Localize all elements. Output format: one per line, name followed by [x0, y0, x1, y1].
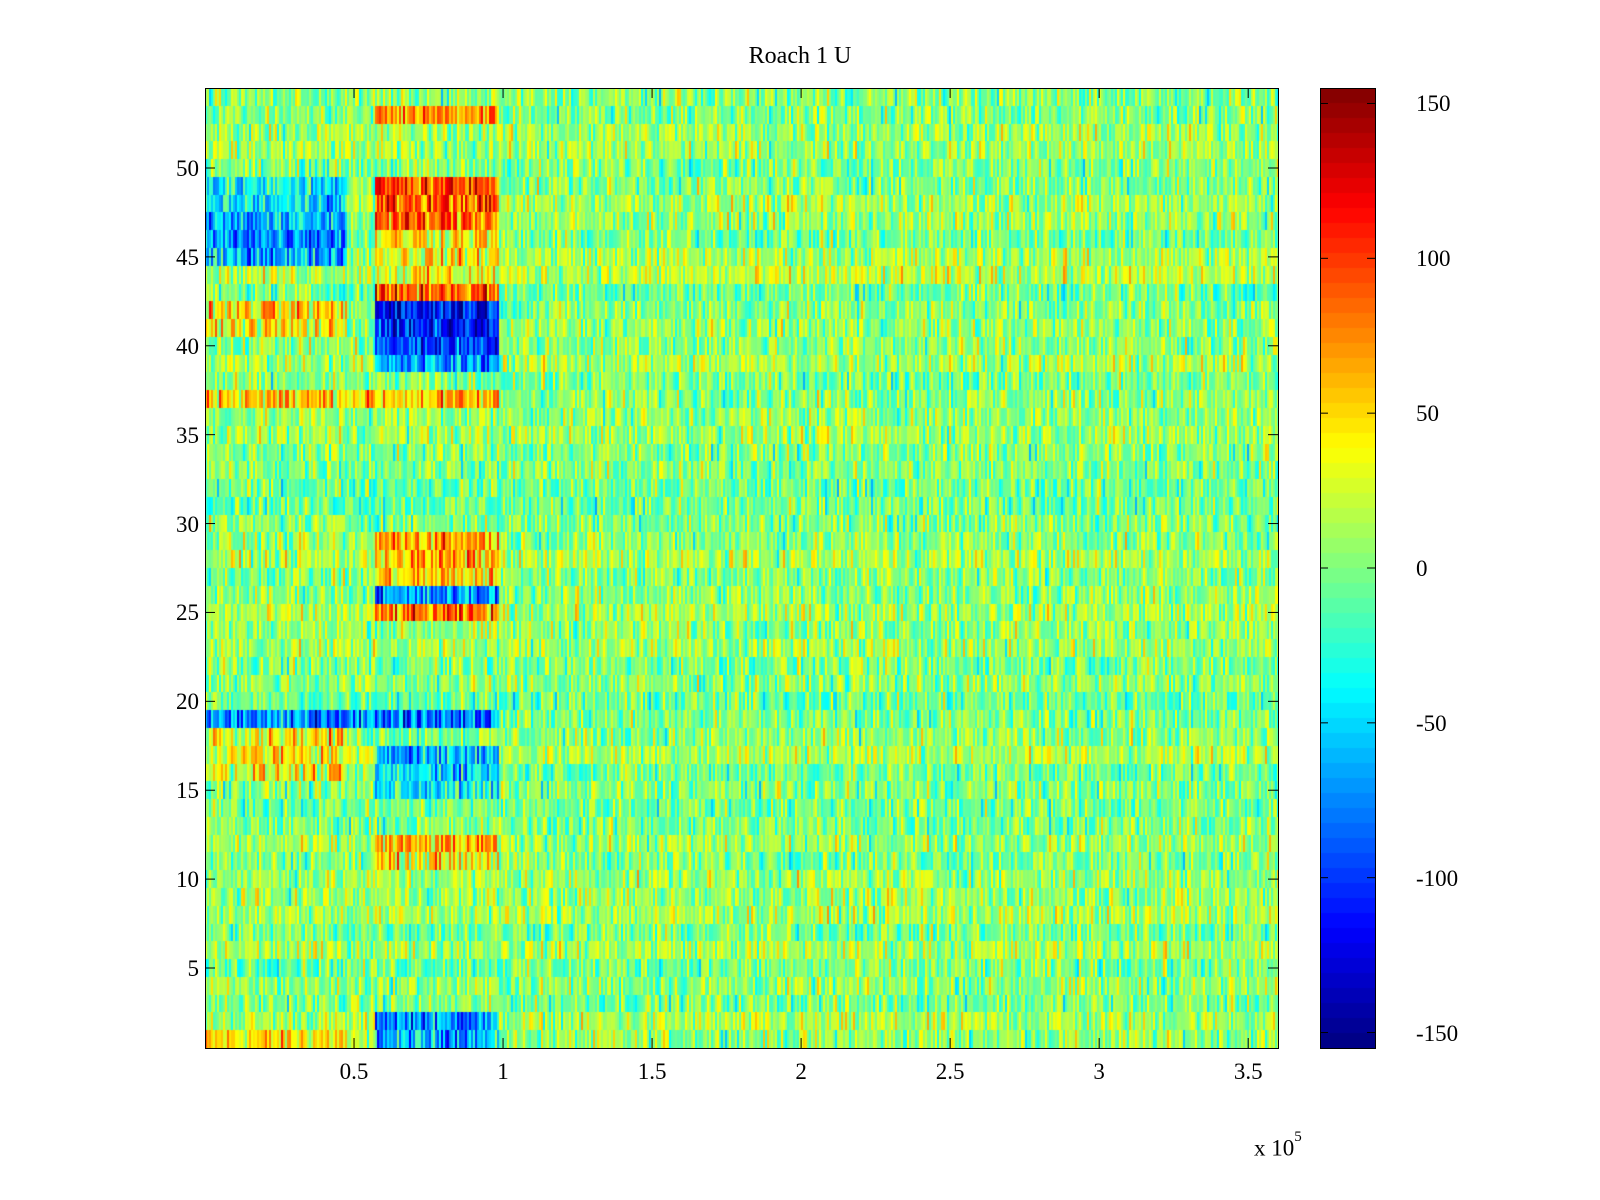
y-tick-label: 45 [176, 244, 199, 270]
x-tick-label: 2.5 [935, 1059, 965, 1084]
colorbar-tick-label: -150 [1416, 1020, 1459, 1046]
colorbar-tick-label: -50 [1416, 710, 1447, 736]
y-tick-label: 25 [176, 600, 199, 626]
x-tick-label: 2 [795, 1059, 807, 1084]
y-tick-label: 35 [176, 422, 199, 448]
y-tick-label: 50 [176, 156, 199, 181]
y-tick-label: 20 [176, 689, 199, 715]
colorbar-image [1320, 88, 1375, 1048]
heatmap-image [205, 88, 1278, 1048]
x-tick-label: 1 [497, 1059, 509, 1084]
y-tick-label: 40 [176, 333, 199, 359]
y-tick-label: 5 [187, 956, 200, 981]
y-tick-label: 15 [176, 778, 199, 804]
plot-frame [205, 88, 1279, 1049]
colorbar-tick-label: 0 [1416, 556, 1428, 581]
x-tick-label: 1.5 [637, 1059, 667, 1084]
x-tick-label: 3 [1093, 1059, 1105, 1084]
colorbar-tick-label: 100 [1416, 246, 1451, 272]
x-exponent-base: x 10 [1254, 1135, 1295, 1161]
x-tick-label: 3.5 [1233, 1059, 1263, 1084]
y-tick-label: 10 [176, 867, 199, 893]
chart-title: Roach 1 U [748, 43, 852, 69]
y-tick-label: 30 [176, 511, 199, 537]
x-exponent-power: 5 [1294, 1129, 1302, 1145]
x-tick-label: 0.5 [339, 1059, 369, 1084]
colorbar-tick-label: -100 [1416, 865, 1459, 891]
x-axis-exponent: x 105 [1254, 1129, 1302, 1162]
colorbar-tick-label: 150 [1416, 91, 1451, 117]
colorbar-tick-label: 50 [1416, 401, 1439, 427]
